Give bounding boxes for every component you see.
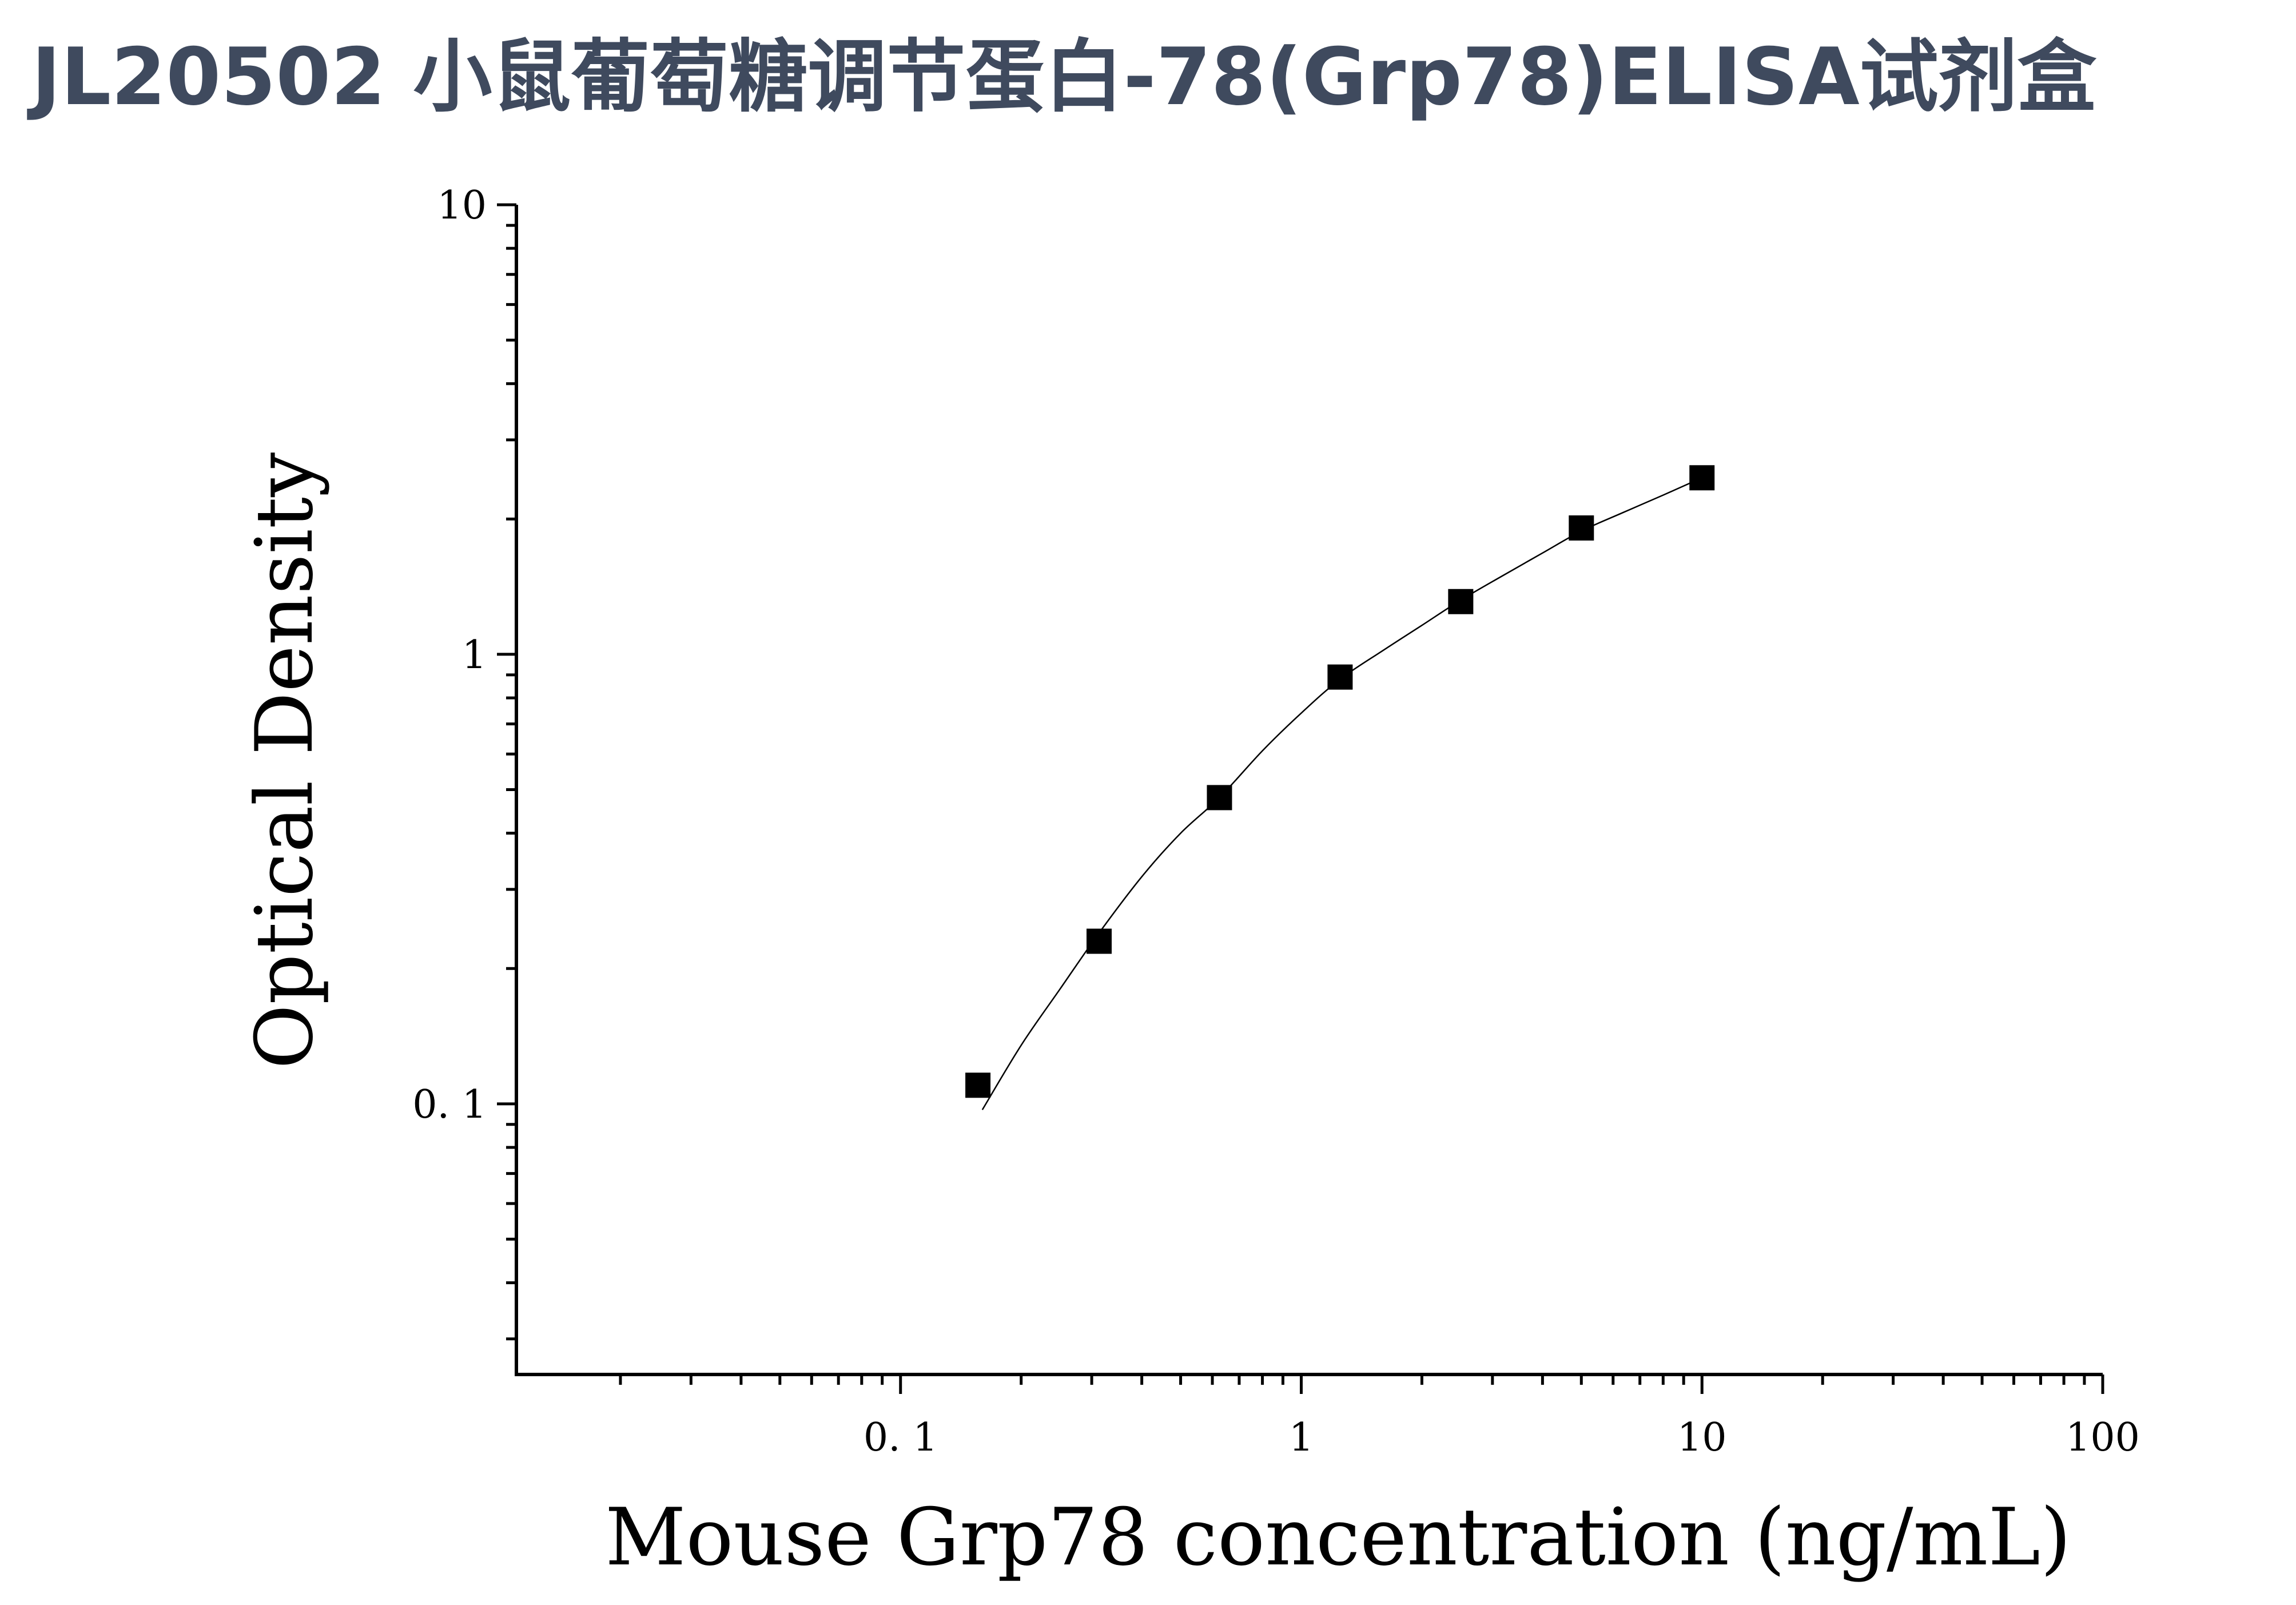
x-tick-label: 0. 1: [864, 1415, 938, 1460]
y-tick-label: 10: [437, 183, 487, 228]
data-point: [1207, 785, 1232, 811]
x-tick-label: 100: [2066, 1415, 2140, 1460]
x-axis-ticks: [619, 1374, 2104, 1394]
y-axis-tick-labels: 0. 1 1 10: [412, 183, 487, 1127]
page-title: JL20502 小鼠葡萄糖调节蛋白-78(Grp78)ELISA试剂盒: [27, 31, 2097, 123]
data-point: [1448, 589, 1474, 614]
data-markers: [965, 465, 1715, 1098]
y-axis-label: Optical Density: [238, 452, 331, 1069]
data-point: [965, 1072, 991, 1098]
data-point: [1327, 664, 1353, 690]
data-point: [1689, 465, 1715, 491]
y-tick-label: 0. 1: [412, 1082, 487, 1127]
data-point: [1086, 928, 1112, 954]
y-axis-ticks: [497, 203, 516, 1341]
plot-area: 0. 1 1 10 0. 1 1 10 100: [412, 183, 2140, 1460]
x-tick-label: 10: [1677, 1415, 1727, 1460]
x-axis-label: Mouse Grp78 concentration (ng/mL): [605, 1491, 2071, 1583]
x-tick-label: 1: [1289, 1415, 1314, 1460]
fit-curve: [981, 477, 1702, 1110]
x-axis-tick-labels: 0. 1 1 10 100: [864, 1415, 2140, 1460]
data-point: [1569, 515, 1594, 541]
y-tick-label: 1: [462, 633, 487, 678]
